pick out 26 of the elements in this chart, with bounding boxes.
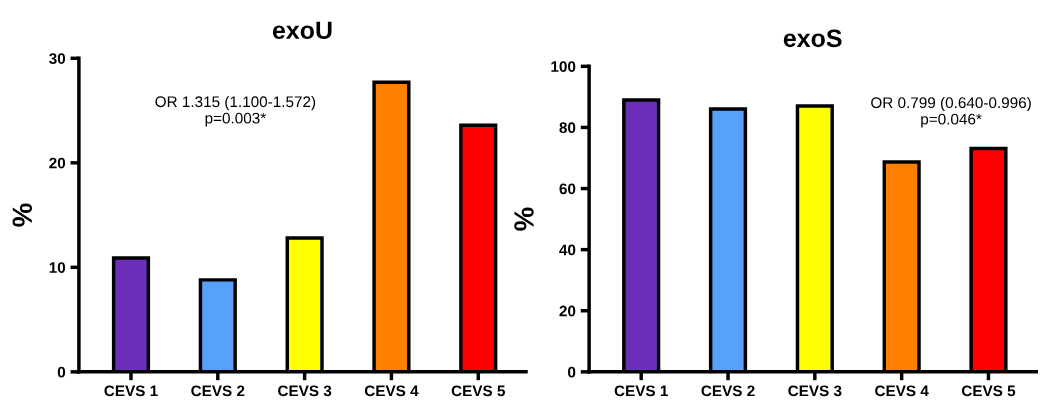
chart-title: exoU <box>272 21 332 40</box>
x-tick-label: CEVS 5 <box>961 385 1016 397</box>
y-tick-label: 40 <box>559 244 576 256</box>
x-tick-label: CEVS 2 <box>701 385 755 397</box>
y-tick-label: 30 <box>49 53 66 64</box>
x-tick-label: CEVS 2 <box>191 385 245 397</box>
x-tick-label: CEVS 5 <box>451 385 505 397</box>
y-tick-label: 80 <box>559 122 576 134</box>
y-tick-label: 20 <box>49 157 66 169</box>
y-tick-label: 0 <box>57 366 66 378</box>
y-axis-title: % <box>12 203 33 227</box>
y-tick-label: 0 <box>568 366 576 378</box>
x-tick-label: CEVS 3 <box>278 385 332 397</box>
x-tick-label: CEVS 1 <box>614 385 668 397</box>
x-tick-label: CEVS 1 <box>104 385 158 397</box>
x-tick-label: CEVS 4 <box>875 385 929 397</box>
y-tick-label: 100 <box>551 61 576 73</box>
y-axis-title: % <box>514 207 534 231</box>
annotation: OR 1.315 (1.100-1.572) p=0.003* <box>155 95 316 127</box>
y-tick-label: 60 <box>559 183 576 195</box>
y-tick-label: 10 <box>49 262 66 274</box>
x-tick-label: CEVS 4 <box>364 385 419 397</box>
x-tick-label: CEVS 3 <box>788 385 842 397</box>
chart-title: exoS <box>783 29 842 48</box>
annotation: OR 0.799 (0.640-0.996) p=0.046* <box>871 96 1031 128</box>
y-tick-label: 20 <box>559 305 576 317</box>
